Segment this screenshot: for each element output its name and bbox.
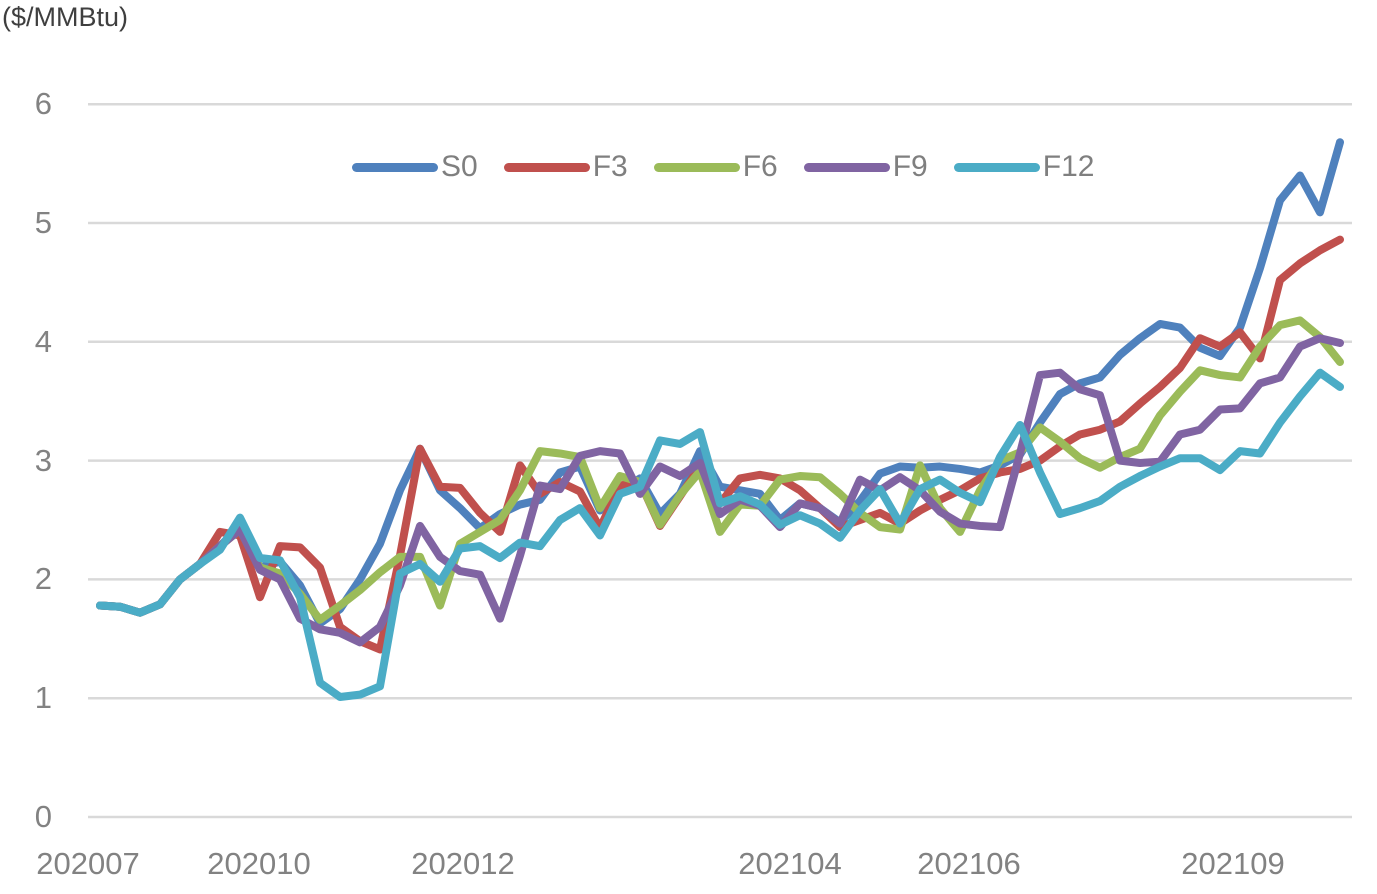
legend-label-f6: F6 <box>742 150 778 183</box>
y-tick-label-0: 0 <box>34 799 52 834</box>
legend-entry-f12: F12 <box>953 150 1095 184</box>
legend-label-s0: S0 <box>441 150 478 183</box>
x-tick-label-202109: 202109 <box>1181 846 1285 881</box>
series-line-f12 <box>96 368 1344 702</box>
legend-swatch-f3 <box>503 162 590 172</box>
x-tick-label-202012: 202012 <box>411 846 515 881</box>
legend-swatch-f6 <box>653 162 740 172</box>
y-tick-label-4: 4 <box>34 323 52 359</box>
legend-entry-f9: F9 <box>803 150 928 184</box>
legend-entry-f3: F3 <box>503 150 628 184</box>
x-tick-label-202010: 202010 <box>207 846 311 881</box>
x-tick-label-202104: 202104 <box>738 846 842 881</box>
legend-swatch-f9 <box>803 162 890 172</box>
y-tick-label-3: 3 <box>34 442 52 478</box>
legend-label-f12: F12 <box>1042 150 1095 183</box>
legend-label-f3: F3 <box>592 150 628 183</box>
y-tick-label-5: 5 <box>34 205 52 240</box>
y-tick-label-6: 6 <box>34 86 52 122</box>
x-tick-label-202007: 202007 <box>36 846 140 881</box>
legend-entry-f6: F6 <box>653 150 778 184</box>
series-line-s0 <box>96 138 1344 628</box>
series-line-f6 <box>96 316 1344 624</box>
legend-entry-s0: S0 <box>352 150 478 184</box>
y-tick-label-1: 1 <box>34 680 52 716</box>
axis-unit-label: ($/MMBtu) <box>2 2 129 32</box>
chart-legend: S0 F3 F6 F9 F12 <box>352 150 1120 184</box>
legend-swatch-s0 <box>352 162 438 172</box>
legend-swatch-f12 <box>953 162 1040 172</box>
legend-label-f9: F9 <box>892 150 928 183</box>
x-tick-label-202106: 202106 <box>917 846 1021 881</box>
y-tick-label-2: 2 <box>34 561 52 597</box>
